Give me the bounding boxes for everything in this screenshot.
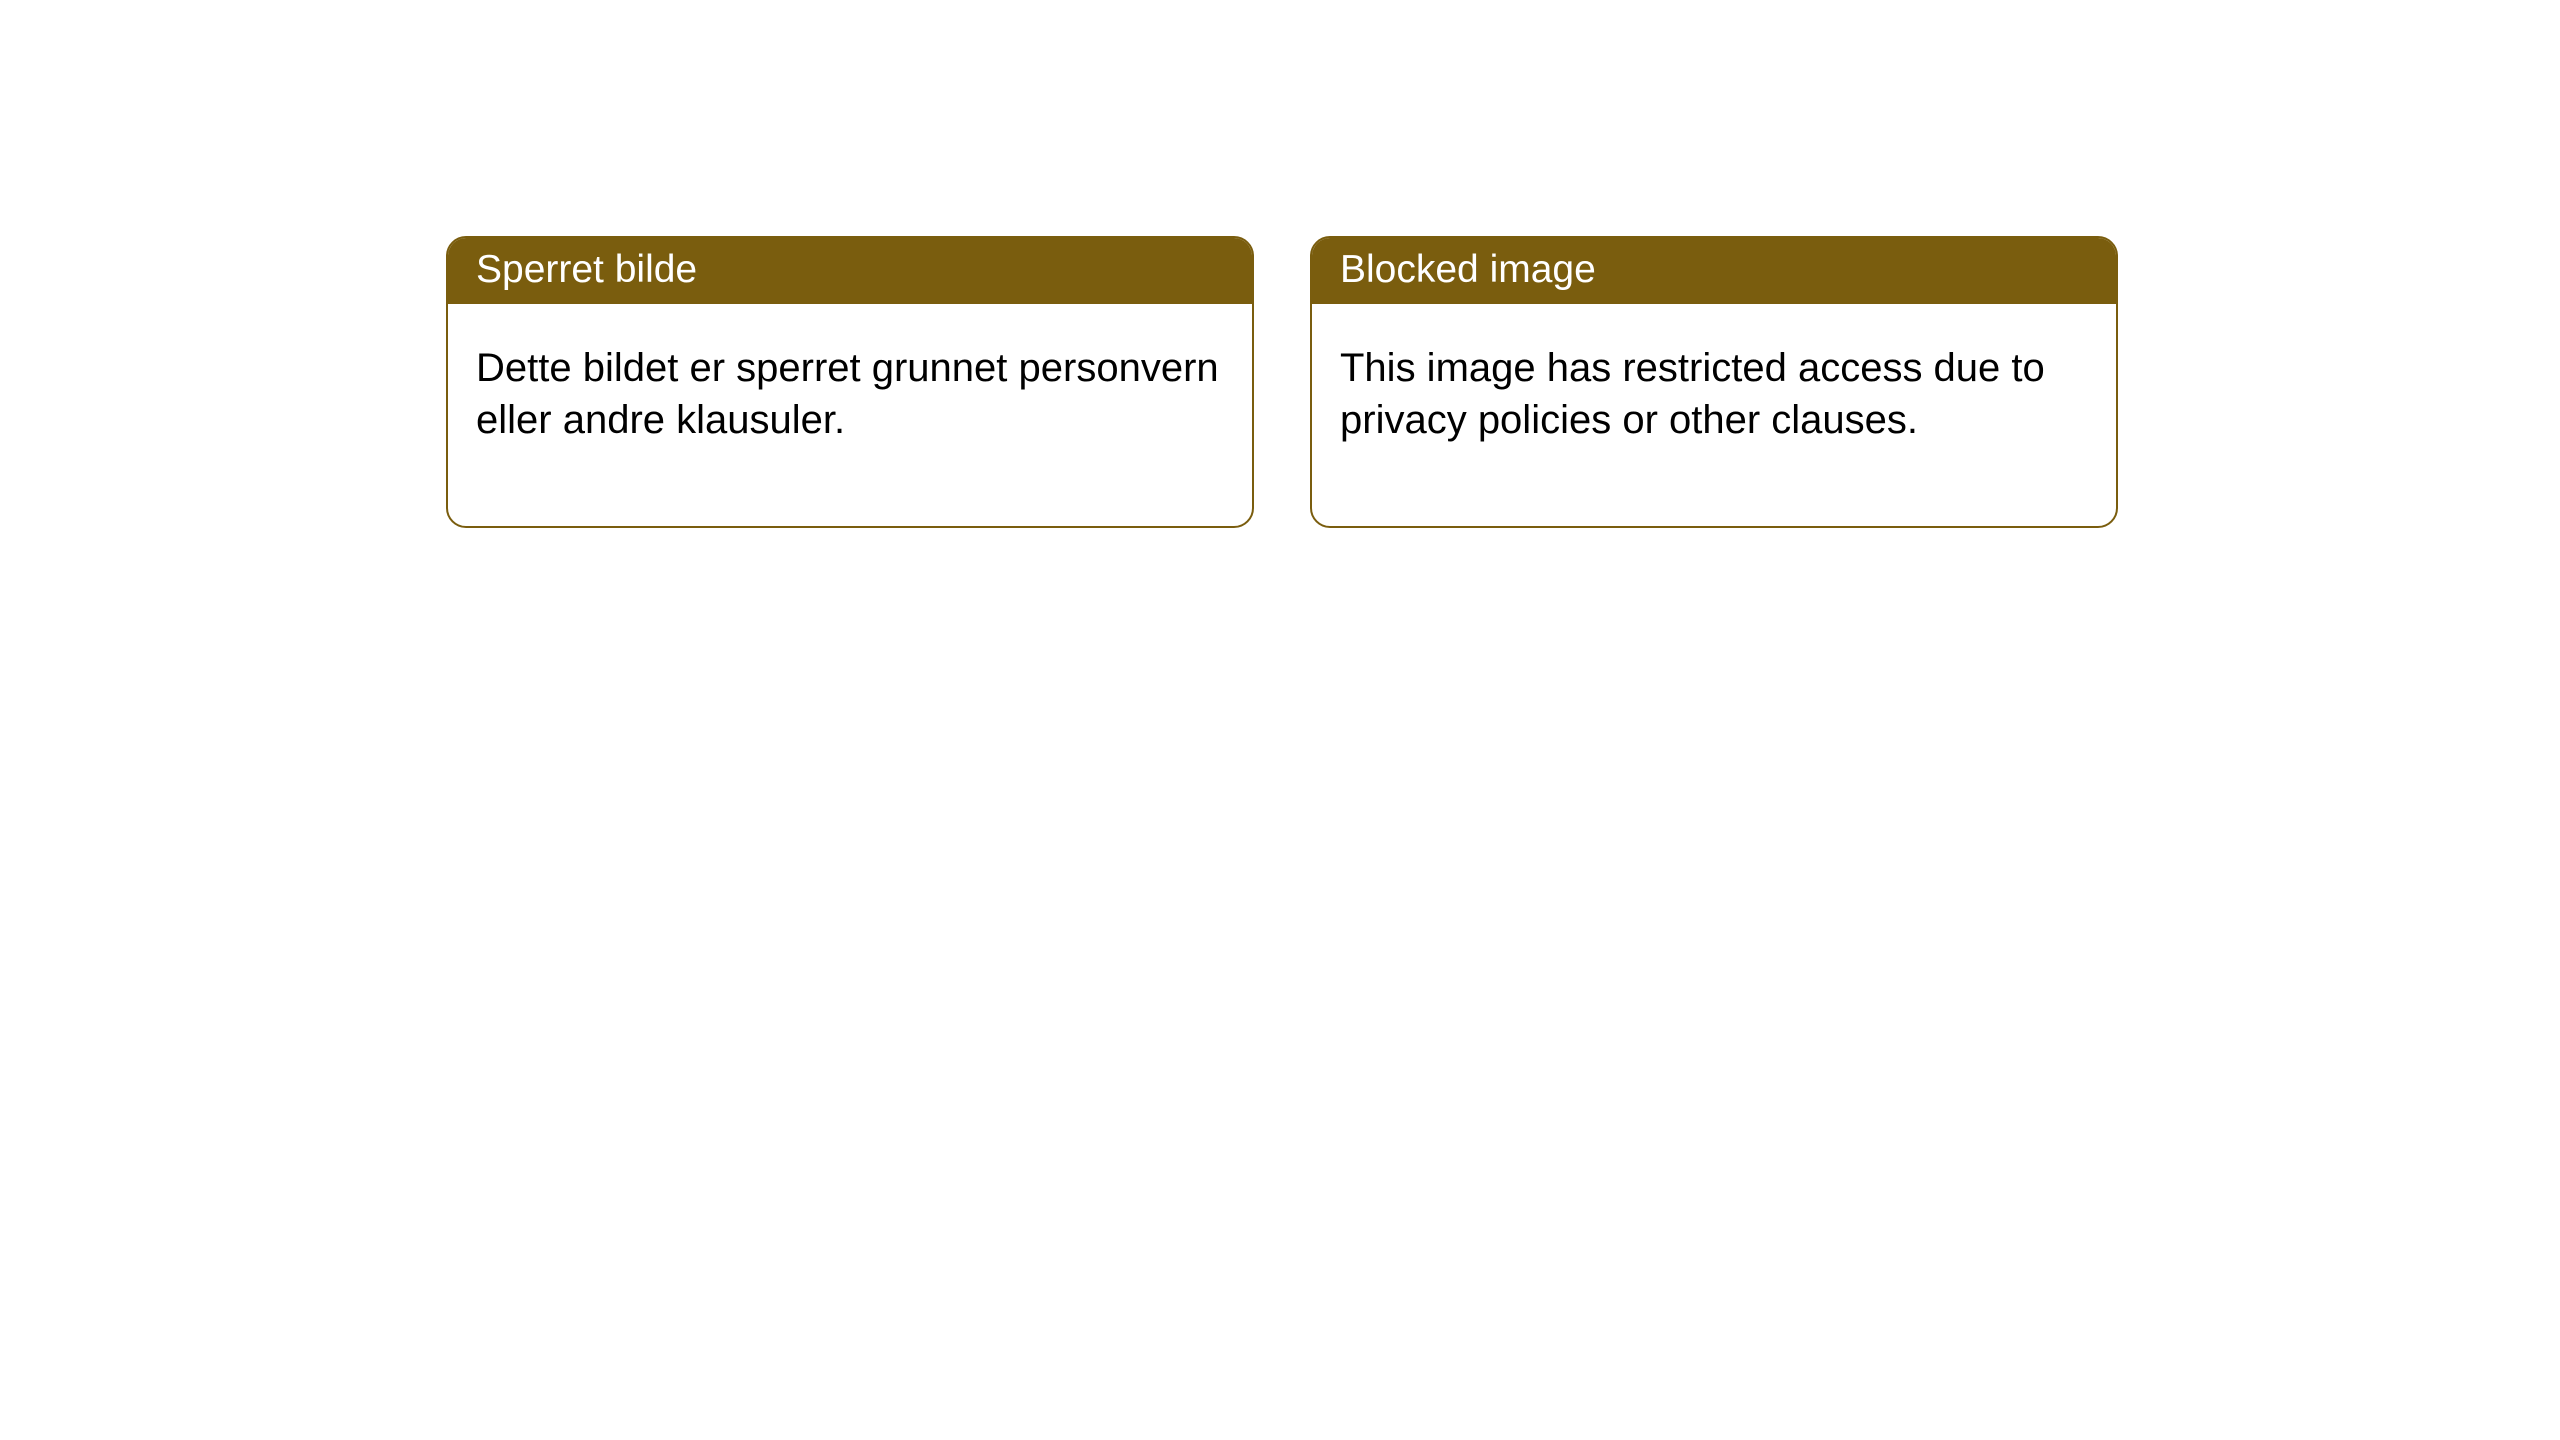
card-message: Dette bildet er sperret grunnet personve… — [476, 346, 1219, 442]
notice-container: Sperret bilde Dette bildet er sperret gr… — [0, 0, 2560, 528]
card-title: Sperret bilde — [476, 248, 697, 291]
card-body: This image has restricted access due to … — [1312, 304, 2116, 526]
blocked-image-card-english: Blocked image This image has restricted … — [1310, 236, 2118, 528]
card-title: Blocked image — [1340, 248, 1596, 291]
card-header: Sperret bilde — [448, 238, 1252, 304]
card-body: Dette bildet er sperret grunnet personve… — [448, 304, 1252, 526]
card-message: This image has restricted access due to … — [1340, 346, 2045, 442]
card-header: Blocked image — [1312, 238, 2116, 304]
blocked-image-card-norwegian: Sperret bilde Dette bildet er sperret gr… — [446, 236, 1254, 528]
